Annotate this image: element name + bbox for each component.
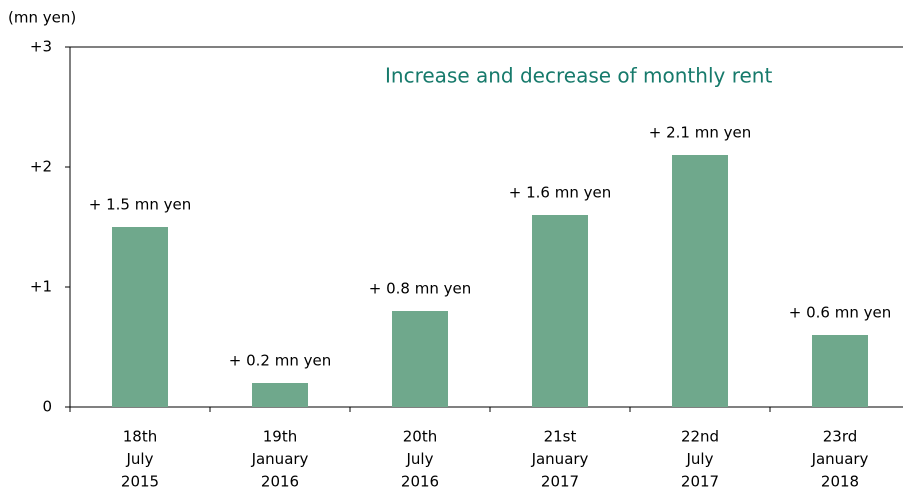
x-tick-label: 21st [544,428,577,446]
data-label: + 2.1 mn yen [649,124,751,142]
x-tick-label: 2016 [261,473,299,491]
bar [252,383,308,407]
chart-title: Increase and decrease of monthly rent [385,64,772,88]
x-tick-label: July [126,450,154,468]
x-tick-label: 18th [123,428,157,446]
y-tick-label: +2 [30,158,52,176]
x-tick-label: 20th [403,428,437,446]
bar [532,215,588,407]
x-tick-label: July [406,450,434,468]
bar [392,311,448,407]
x-tick-label: January [531,450,589,468]
y-tick-label: +3 [30,38,52,56]
x-tick-label: July [686,450,714,468]
x-tick-label: 2016 [401,473,439,491]
x-tick-label: 19th [263,428,297,446]
data-label: + 1.6 mn yen [509,184,611,202]
bar [112,227,168,407]
y-tick-label: +1 [30,278,52,296]
y-tick-label: 0 [42,398,52,416]
x-tick-label: January [251,450,309,468]
x-tick-label: 22nd [681,428,719,446]
x-tick-label: January [811,450,869,468]
bar [672,155,728,407]
x-tick-label: 2017 [681,473,719,491]
x-tick-label: 2015 [121,473,159,491]
data-label: + 0.8 mn yen [369,280,471,298]
data-label: + 0.2 mn yen [229,352,331,370]
x-tick-label: 2018 [821,473,859,491]
x-tick-label: 23rd [823,428,858,446]
bar [812,335,868,407]
y-axis-unit: (mn yen) [8,9,76,27]
data-label: + 0.6 mn yen [789,304,891,322]
data-label: + 1.5 mn yen [89,196,191,214]
x-tick-label: 2017 [541,473,579,491]
